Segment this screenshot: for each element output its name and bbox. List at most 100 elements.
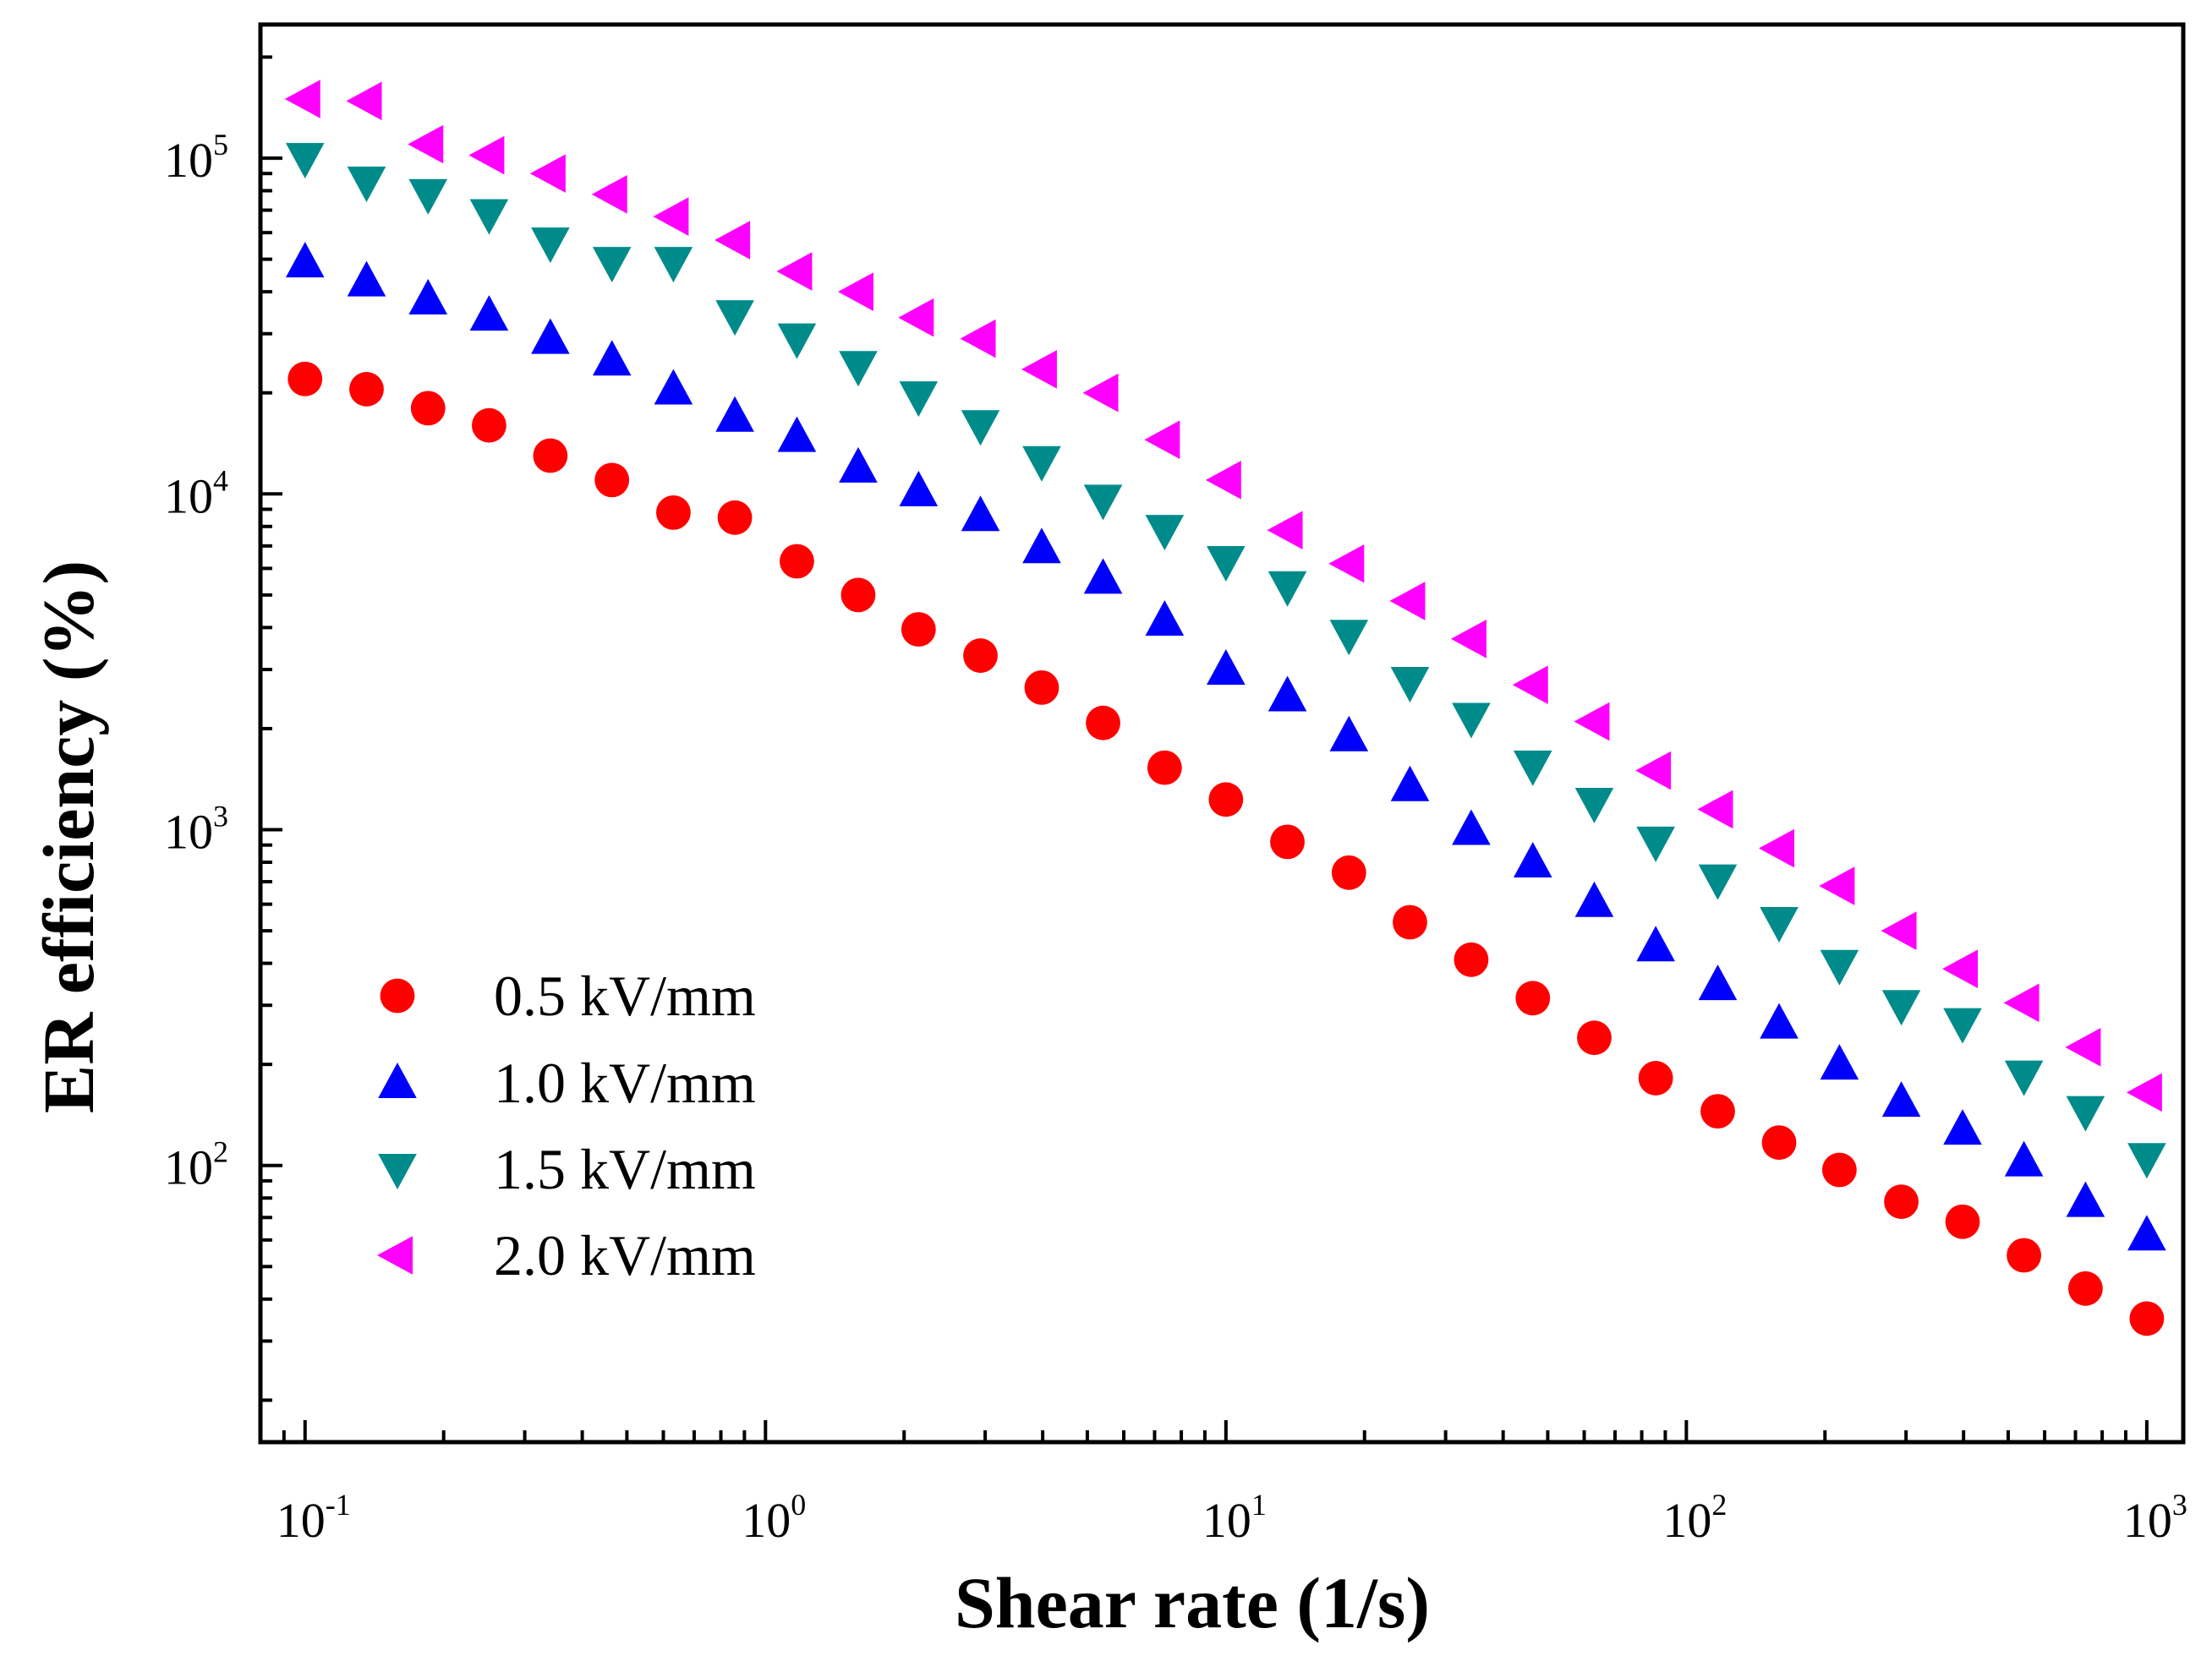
data-point-1.0 [1452, 809, 1491, 845]
data-point-1.5 [2004, 1060, 2044, 1096]
data-point-2.0 [2126, 1073, 2162, 1112]
data-point-1.5 [1636, 826, 1675, 862]
data-point-1.0 [1698, 965, 1738, 1001]
y-tick-label: 105 [164, 128, 228, 188]
data-point-2.0 [1697, 790, 1733, 829]
data-point-2.0 [1881, 911, 1917, 950]
data-point-0.5 [1577, 1020, 1612, 1056]
data-point-2.0 [653, 197, 689, 236]
data-point-0.5 [1393, 905, 1427, 940]
data-point-1.0 [1760, 1003, 1799, 1039]
data-point-1.0 [1390, 765, 1430, 801]
data-point-1.5 [408, 178, 448, 215]
data-point-1.5 [715, 300, 754, 336]
x-tick-label: 101 [1202, 1488, 1267, 1548]
legend-label-1.5: 1.5 kV/mm [494, 1137, 756, 1201]
data-point-0.5 [717, 500, 753, 535]
data-point-2.0 [1759, 828, 1795, 868]
data-point-1.5 [347, 167, 386, 203]
data-point-1.5 [1574, 788, 1614, 824]
data-point-1.0 [1636, 926, 1675, 962]
data-point-1.0 [961, 495, 1000, 532]
data-point-1.0 [408, 278, 448, 314]
data-point-2.0 [715, 221, 751, 260]
data-point-1.0 [531, 318, 570, 354]
data-point-0.5 [1086, 705, 1120, 741]
data-point-0.5 [1454, 942, 1489, 977]
x-tick-labels: 10-1 100 101 102 103 [276, 1488, 2187, 1548]
legend-label-0.5: 0.5 kV/mm [494, 964, 756, 1028]
data-point-1.5 [592, 247, 632, 283]
legend-label-1.0: 1.0 kV/mm [494, 1051, 756, 1115]
legend-marker-1.5 [378, 1154, 417, 1189]
data-point-1.5 [1022, 445, 1061, 482]
data-point-1.5 [1390, 666, 1430, 702]
data-point-0.5 [287, 361, 323, 396]
data-point-1.0 [592, 340, 632, 376]
data-point-1.5 [1083, 484, 1123, 521]
x-tick-label: 102 [1662, 1488, 1727, 1548]
legend-marker-0.5 [380, 978, 415, 1014]
y-axis-label: ER efficiency (%) [28, 560, 109, 1113]
data-point-1.0 [1513, 842, 1552, 878]
data-point-2.0 [898, 298, 934, 337]
data-point-1.0 [1329, 715, 1369, 751]
data-point-1.0 [1207, 648, 1246, 685]
data-point-1.5 [2127, 1143, 2166, 1179]
y-tick-label: 103 [164, 800, 228, 860]
data-point-2.0 [1144, 420, 1180, 459]
data-point-2.0 [1942, 949, 1979, 988]
data-point-1.5 [654, 247, 693, 283]
data-point-2.0 [1021, 350, 1057, 389]
data-point-1.0 [715, 396, 754, 432]
data-point-0.5 [1270, 824, 1305, 860]
x-axis-label: Shear rate (1/s) [955, 1562, 1430, 1643]
data-point-2.0 [837, 272, 873, 311]
data-point-0.5 [1638, 1061, 1673, 1096]
legend-marker-1.0 [378, 1063, 417, 1098]
data-point-0.5 [1761, 1125, 1797, 1161]
data-point-1.5 [961, 410, 1000, 446]
data-point-2.0 [1819, 866, 1855, 905]
data-point-1.5 [531, 227, 570, 264]
y-tick-label: 102 [164, 1135, 228, 1195]
series-0.5 [287, 361, 2165, 1336]
data-point-1.5 [1820, 949, 1859, 986]
data-point-0.5 [472, 407, 506, 443]
data-point-1.0 [2066, 1181, 2105, 1217]
data-point-2.0 [2003, 983, 2040, 1023]
data-point-1.5 [469, 199, 509, 235]
data-point-2.0 [1450, 620, 1487, 659]
data-point-1.0 [777, 416, 817, 452]
data-point-0.5 [1515, 981, 1551, 1016]
data-point-2.0 [1082, 373, 1119, 413]
data-point-1.5 [839, 351, 878, 387]
legend-marker-2.0 [377, 1236, 413, 1275]
data-point-1.5 [1881, 990, 1921, 1026]
data-point-1.0 [2127, 1215, 2166, 1251]
data-point-2.0 [960, 319, 996, 358]
data-point-2.0 [408, 124, 444, 164]
data-point-1.0 [1145, 599, 1185, 636]
data-point-0.5 [780, 544, 814, 579]
data-point-1.5 [1268, 571, 1307, 607]
data-point-1.0 [1943, 1109, 1982, 1145]
data-point-2.0 [1205, 461, 1241, 500]
data-point-1.0 [1881, 1081, 1921, 1118]
data-point-1.0 [2004, 1140, 2044, 1177]
data-point-0.5 [840, 577, 876, 613]
data-point-1.5 [1145, 515, 1185, 551]
data-point-1.0 [469, 295, 509, 331]
data-point-1.0 [654, 369, 693, 405]
data-point-2.0 [1267, 511, 1303, 549]
data-point-0.5 [1024, 670, 1059, 705]
data-point-0.5 [2129, 1301, 2165, 1336]
ticks-layer [259, 55, 2149, 1442]
data-point-1.5 [1513, 750, 1552, 786]
data-point-2.0 [468, 135, 505, 175]
data-point-2.0 [1328, 544, 1365, 583]
data-point-1.0 [1083, 558, 1123, 594]
data-point-1.0 [1022, 527, 1061, 564]
data-point-0.5 [963, 638, 998, 673]
data-point-1.0 [1820, 1044, 1859, 1080]
